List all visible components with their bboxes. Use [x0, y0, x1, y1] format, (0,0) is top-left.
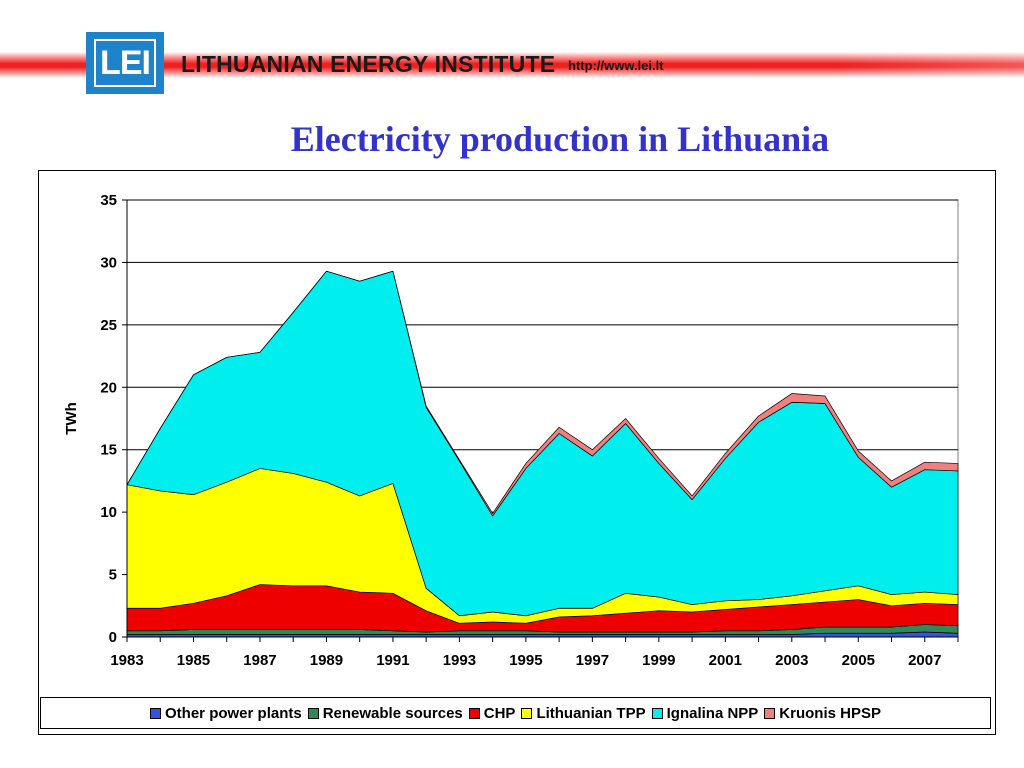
legend-item: Kruonis HPSP — [764, 705, 881, 722]
x-tick-label: 1985 — [177, 652, 210, 669]
y-tick-label: 35 — [100, 192, 117, 209]
legend-label: Renewable sources — [322, 704, 463, 722]
legend-swatch — [651, 707, 663, 719]
y-tick-label: 0 — [109, 629, 117, 646]
legend-label: Other power plants — [165, 704, 302, 722]
y-tick-label: 5 — [109, 567, 117, 584]
legend-item: Lithuanian TPP — [521, 704, 646, 722]
legend-label: Ignalina NPP — [666, 704, 759, 722]
chart-legend: Other power plants Renewable sources CHP Li… — [40, 697, 991, 729]
x-tick-label: 1993 — [443, 652, 476, 669]
legend-label: Lithuanian TPP — [536, 704, 646, 722]
x-tick-label: 2001 — [709, 652, 742, 669]
x-tick-label: 2007 — [908, 652, 941, 669]
x-tick-label: 1983 — [110, 652, 143, 669]
x-tick-label: 1997 — [576, 652, 609, 669]
y-tick-label: 15 — [100, 442, 117, 459]
logo-frame — [94, 39, 156, 87]
y-axis-label: TWh — [63, 402, 80, 434]
legend-swatch — [521, 707, 533, 719]
legend-swatch — [150, 707, 162, 719]
y-tick-label: 10 — [100, 504, 117, 521]
x-tick-label: 1999 — [642, 652, 675, 669]
x-tick-label: 1991 — [376, 652, 409, 669]
legend-swatch — [307, 707, 319, 719]
institute-url[interactable]: http://www.lei.lt — [568, 58, 664, 73]
x-tick-label: 1987 — [243, 652, 276, 669]
institute-name: LITHUANIAN ENERGY INSTITUTE — [181, 51, 556, 77]
lei-logo: LEI — [86, 32, 164, 94]
header-band-fade — [835, 52, 1024, 78]
logo-letters: LEI — [100, 43, 151, 82]
y-tick-label: 20 — [100, 379, 117, 396]
x-tick-label: 1989 — [310, 652, 343, 669]
x-tick-label: 2005 — [842, 652, 875, 669]
legend-label: CHP — [483, 704, 516, 722]
x-tick-label: 2003 — [775, 652, 808, 669]
legend-item: CHP — [468, 704, 516, 722]
legend-label: Kruonis HPSP — [779, 704, 881, 722]
legend-item: Ignalina NPP — [651, 704, 759, 722]
legend-swatch — [764, 707, 776, 719]
legend-item: Renewable sources — [307, 704, 463, 722]
legend-item: Other power plants — [150, 705, 302, 722]
y-tick-label: 25 — [100, 317, 117, 334]
x-tick-label: 1995 — [509, 652, 542, 669]
slide-title: Electricity production in Lithuania — [290, 119, 830, 159]
y-tick-label: 30 — [100, 254, 117, 271]
area-kruonis-hpsp — [126, 270, 959, 517]
slide-header: LEI LITHUANIAN ENERGY INSTITUTE http://w… — [0, 0, 1024, 110]
header-red-band — [0, 52, 1024, 78]
legend-swatch — [468, 707, 480, 719]
